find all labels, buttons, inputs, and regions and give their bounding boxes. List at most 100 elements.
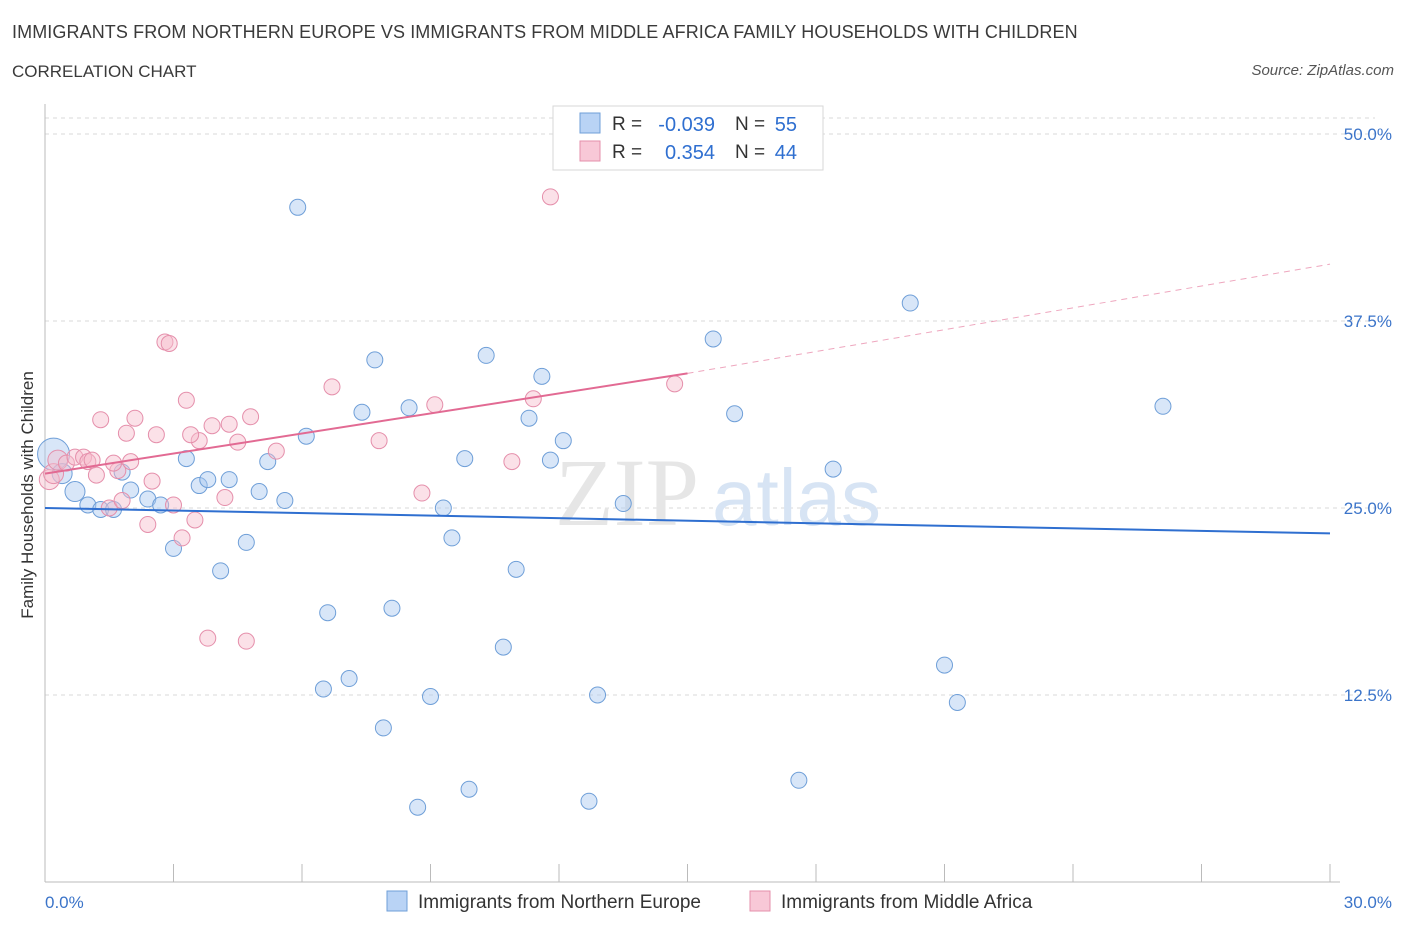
- data-point-northern-europe: [533, 367, 551, 385]
- data-point-northern-europe: [64, 481, 86, 503]
- data-point-northern-europe: [353, 403, 371, 421]
- legend-r-label-pink: R =: [612, 142, 642, 163]
- legend-r-label-blue: R =: [612, 114, 642, 135]
- data-point-northern-europe: [289, 198, 307, 216]
- series-legend-label-pink: Immigrants from Middle Africa: [781, 892, 1033, 913]
- data-point-middle-africa: [503, 453, 521, 471]
- legend-r-value-pink: 0.354: [665, 142, 715, 164]
- data-point-northern-europe: [507, 560, 525, 578]
- data-point-middle-africa: [117, 424, 135, 442]
- data-point-northern-europe: [614, 495, 632, 513]
- data-point-middle-africa: [370, 432, 388, 450]
- data-point-northern-europe: [276, 492, 294, 510]
- data-point-middle-africa: [126, 409, 144, 427]
- data-point-northern-europe: [250, 483, 268, 501]
- data-point-middle-africa: [216, 489, 234, 507]
- data-point-northern-europe: [948, 693, 966, 711]
- data-point-northern-europe: [726, 405, 744, 423]
- series-middle-africa-points: [38, 188, 684, 650]
- trend-line-middle-africa: [44, 372, 688, 475]
- data-point-northern-europe: [443, 529, 461, 547]
- data-point-northern-europe: [704, 330, 722, 348]
- data-point-middle-africa: [173, 529, 191, 547]
- chart-subtitle: CORRELATION CHART: [12, 62, 197, 81]
- data-point-middle-africa: [541, 188, 559, 206]
- data-point-northern-europe: [190, 477, 208, 495]
- data-point-northern-europe: [456, 450, 474, 468]
- data-point-middle-africa: [143, 472, 161, 490]
- watermark-zip: ZIP: [555, 439, 699, 546]
- x-tick-label-min: 0.0%: [45, 893, 84, 912]
- data-point-middle-africa: [186, 511, 204, 529]
- data-point-middle-africa: [113, 492, 131, 510]
- y-tick-label: 25.0%: [1344, 499, 1392, 518]
- data-point-northern-europe: [520, 409, 538, 427]
- data-point-northern-europe: [790, 771, 808, 789]
- y-tick-label: 12.5%: [1344, 686, 1392, 705]
- legend-r-value-blue: -0.039: [658, 114, 715, 136]
- data-point-middle-africa: [666, 375, 684, 393]
- data-point-middle-africa: [237, 632, 255, 650]
- y-tick-label: 37.5%: [1344, 312, 1392, 331]
- legend-n-label-pink: N =: [735, 142, 765, 163]
- data-point-middle-africa: [38, 469, 60, 491]
- data-point-northern-europe: [152, 496, 170, 514]
- data-point-northern-europe: [494, 638, 512, 656]
- data-point-middle-africa: [242, 408, 260, 426]
- data-point-northern-europe: [901, 294, 919, 312]
- data-point-middle-africa: [199, 629, 217, 647]
- data-point-northern-europe: [936, 656, 953, 674]
- data-point-middle-africa: [160, 334, 178, 352]
- data-point-northern-europe: [400, 399, 418, 417]
- data-point-middle-africa: [165, 496, 182, 514]
- trend-line-northern-europe: [44, 507, 1331, 535]
- data-point-middle-africa: [66, 448, 84, 466]
- data-point-middle-africa: [323, 378, 341, 396]
- data-point-middle-africa: [177, 391, 195, 409]
- data-point-middle-africa: [43, 463, 65, 485]
- legend-n-label-blue: N =: [735, 114, 765, 135]
- data-point-middle-africa: [413, 484, 431, 502]
- x-tick-label-max: 30.0%: [1344, 893, 1392, 912]
- data-point-northern-europe: [319, 604, 337, 622]
- grid-lines: [45, 117, 1375, 696]
- series-legend-swatch-blue: [386, 890, 408, 912]
- data-point-northern-europe: [51, 463, 73, 485]
- series-legend-swatch-pink: [749, 890, 771, 912]
- data-point-middle-africa: [147, 426, 165, 444]
- data-point-northern-europe: [1154, 397, 1172, 415]
- data-point-northern-europe: [824, 460, 842, 478]
- series-legend-label-blue: Immigrants from Northern Europe: [418, 892, 701, 913]
- data-point-northern-europe: [434, 499, 452, 517]
- axes: [44, 104, 1340, 883]
- data-point-northern-europe: [580, 792, 598, 810]
- data-point-northern-europe: [366, 351, 384, 369]
- legend-swatch-blue: [579, 112, 601, 134]
- data-point-northern-europe: [314, 680, 332, 698]
- source-label: Source: ZipAtlas.com: [1251, 62, 1394, 79]
- data-point-northern-europe: [220, 471, 238, 489]
- data-point-northern-europe: [199, 471, 217, 489]
- data-point-northern-europe: [541, 451, 559, 469]
- trend-line-middle-africa-extension: [687, 263, 1331, 374]
- watermark-atlas: atlas: [712, 453, 881, 542]
- data-point-northern-europe: [422, 687, 439, 705]
- y-tick-labels: 12.5% 25.0% 37.5% 50.0%: [1344, 125, 1392, 705]
- correlation-legend: R = -0.039 N = 55 R = 0.354 N = 44: [552, 105, 824, 171]
- trend-lines: [44, 263, 1331, 535]
- data-point-middle-africa: [100, 499, 118, 517]
- data-point-middle-africa: [139, 515, 157, 533]
- data-point-middle-africa: [203, 417, 221, 435]
- data-point-northern-europe: [409, 798, 427, 816]
- data-point-middle-africa: [182, 426, 200, 444]
- data-point-northern-europe: [460, 780, 478, 798]
- watermark: ZIP atlas: [555, 439, 881, 546]
- y-axis-title: Family Households with Children: [18, 371, 37, 619]
- data-point-northern-europe: [212, 562, 230, 580]
- legend-swatch-pink: [579, 140, 601, 162]
- data-point-middle-africa: [92, 411, 110, 429]
- data-point-middle-africa: [87, 466, 105, 484]
- chart-title: IMMIGRANTS FROM NORTHERN EUROPE VS IMMIG…: [12, 22, 1078, 42]
- data-point-middle-africa: [426, 396, 444, 414]
